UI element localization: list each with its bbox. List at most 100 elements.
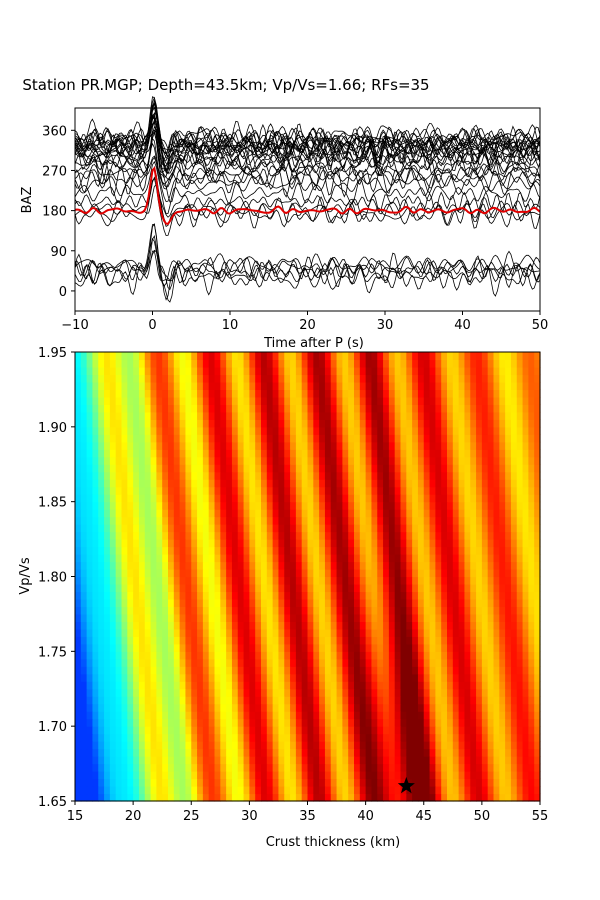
heatmap-cell [226, 673, 233, 682]
heatmap-cell [406, 396, 413, 405]
heatmap-cell [249, 419, 256, 428]
heatmap-cell [505, 591, 512, 600]
heatmap-cell [231, 494, 239, 503]
heatmap-cell [272, 366, 280, 376]
heatmap-cell [452, 688, 460, 697]
heatmap-cell [284, 726, 291, 735]
heatmap-cell [231, 733, 239, 742]
heatmap-cell [92, 681, 99, 690]
heatmap-cell [144, 516, 152, 525]
heatmap-cell [278, 381, 285, 391]
heatmap-cell [464, 598, 471, 608]
heatmap-cell [197, 456, 204, 465]
heatmap-cell [156, 426, 163, 435]
heatmap-cell [348, 763, 355, 772]
heatmap-cell [243, 771, 250, 780]
heatmap-cell [528, 366, 535, 376]
heatmap-cell [441, 464, 448, 473]
heatmap-cell [208, 411, 216, 420]
heatmap-cell [98, 591, 105, 600]
heatmap-cell [354, 628, 361, 637]
heatmap-cell [214, 771, 221, 780]
heatmap-cell [388, 741, 396, 750]
heatmap-cell [417, 756, 425, 765]
heatmap-cell [243, 576, 250, 585]
heatmap-cell [150, 374, 157, 383]
heatmap-cell [121, 786, 128, 795]
heatmap-cell [464, 554, 471, 563]
heatmap-cell [243, 449, 250, 458]
heatmap-cell [330, 501, 338, 510]
heatmap-cell [481, 741, 489, 750]
rf-trace [74, 160, 541, 215]
heatmap-cell [237, 771, 245, 780]
heatmap-cell [98, 449, 105, 458]
heatmap-cell [388, 658, 396, 667]
heatmap-cell [534, 681, 541, 690]
heatmap-cell [266, 411, 274, 420]
heatmap-cell [394, 696, 402, 705]
heatmap-cell [156, 352, 163, 361]
heatmap-cell [516, 733, 524, 742]
heatmap-cell [237, 539, 245, 548]
heatmap-cell [75, 426, 82, 435]
heatmap-cell [452, 606, 460, 615]
heatmap-cell [249, 613, 256, 622]
heatmap-cell [394, 636, 402, 645]
heatmap-cell [487, 673, 495, 682]
heatmap-cell [226, 471, 233, 480]
heatmap-cell [365, 352, 373, 361]
heatmap-cell [371, 471, 378, 480]
heatmap-cell [423, 359, 431, 368]
heatmap-cell [417, 666, 425, 675]
heatmap-cell [383, 696, 390, 705]
heatmap-cell [423, 756, 431, 765]
heatmap-cell [452, 748, 460, 757]
heatmap-cell [144, 726, 152, 735]
heatmap-cell [138, 658, 146, 667]
heatmap-cell [383, 666, 390, 675]
heatmap-cell [284, 651, 291, 660]
heatmap-cell [336, 509, 343, 518]
heatmap-cell [197, 628, 204, 637]
heatmap-cell [354, 411, 361, 420]
heatmap-cell [324, 786, 332, 795]
heatmap-cell [307, 756, 314, 765]
heatmap-cell [86, 486, 94, 495]
heatmap-cell [324, 681, 332, 690]
heatmap-cell [86, 404, 94, 413]
heatmap-cell [197, 621, 204, 630]
heatmap-cell [330, 583, 338, 593]
heatmap-cell [534, 763, 541, 772]
heatmap-cell [202, 673, 210, 682]
heatmap-cell [452, 419, 460, 428]
tick-label: 30 [377, 318, 394, 333]
heatmap-cell [75, 658, 82, 667]
heatmap-cell [470, 389, 477, 398]
heatmap-cell [98, 628, 105, 637]
heatmap-cell [266, 389, 274, 398]
heatmap-cell [476, 621, 483, 630]
heatmap-cell [144, 554, 152, 563]
heatmap-cell [505, 606, 512, 615]
heatmap-cell [528, 658, 535, 667]
heatmap-cell [365, 396, 373, 405]
heatmap-cell [359, 786, 367, 795]
heatmap-cell [168, 621, 175, 630]
heatmap-cell [179, 703, 187, 712]
heatmap-cell [516, 643, 524, 652]
heatmap-cell [319, 718, 326, 727]
heatmap-cell [133, 628, 140, 637]
heatmap-cell [336, 763, 343, 772]
heatmap-cell [284, 434, 291, 443]
heatmap-cell [383, 606, 390, 615]
heatmap-cell [476, 524, 483, 533]
heatmap-cell [435, 404, 442, 413]
heatmap-cell [365, 456, 373, 465]
heatmap-cell [534, 741, 541, 750]
heatmap-cell [173, 501, 181, 510]
heatmap-cell [510, 404, 518, 413]
heatmap-cell [179, 741, 187, 750]
heatmap-cell [185, 591, 192, 600]
heatmap-cell [510, 456, 518, 465]
